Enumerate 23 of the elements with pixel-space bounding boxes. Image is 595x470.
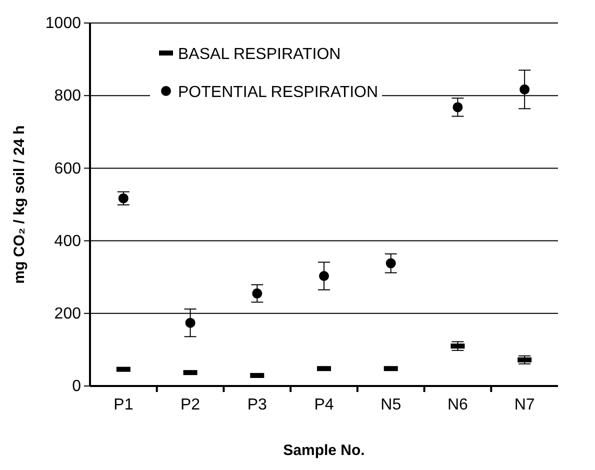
x-tick-label: P1 — [114, 396, 134, 414]
y-tick-label: 800 — [54, 88, 82, 105]
legend-label: POTENTIAL RESPIRATION — [178, 84, 378, 101]
x-tick-label: P2 — [180, 396, 200, 414]
x-tick-label: P4 — [314, 396, 334, 414]
x-tick-label: N7 — [514, 396, 535, 414]
x-axis-title: Sample No. — [283, 442, 365, 459]
legend-label: BASAL RESPIRATION — [178, 46, 341, 63]
point — [185, 318, 196, 328]
y-axis-title: mg CO₂ / kg soil / 24 h — [11, 125, 28, 284]
point — [252, 288, 262, 298]
y-tick-label: 0 — [72, 378, 82, 396]
point — [520, 84, 530, 94]
y-tick-label: 1000 — [45, 15, 82, 32]
point — [319, 271, 329, 282]
point — [386, 258, 396, 268]
point — [452, 102, 463, 112]
x-tick-label: P3 — [247, 396, 268, 414]
y-tick-label: 200 — [54, 306, 82, 323]
y-tick-label: 600 — [54, 160, 82, 178]
y-tick-label: 400 — [54, 232, 82, 250]
x-tick-label: N5 — [380, 396, 402, 414]
x-tick-label: N6 — [447, 396, 468, 414]
